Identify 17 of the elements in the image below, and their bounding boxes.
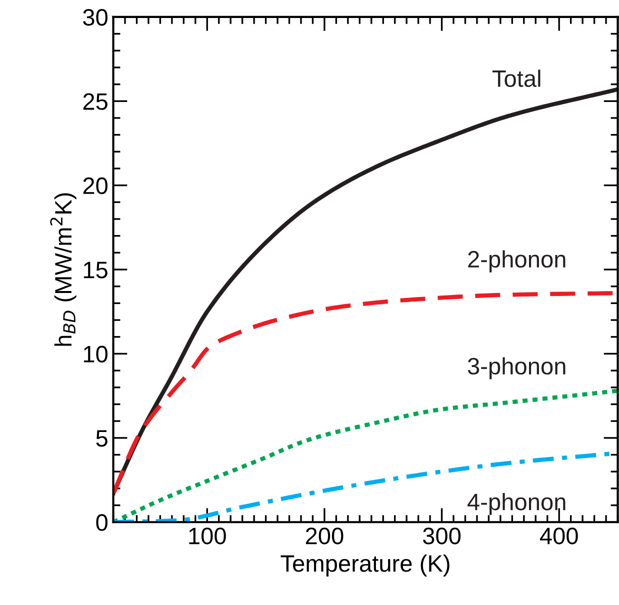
series-label: 4-phonon xyxy=(468,492,566,515)
y-tick-label: 25 xyxy=(83,93,108,110)
y-axis-title: h$_{BD}$ (MW/m$^{2}$K) xyxy=(50,193,76,346)
series-label: 3-phonon xyxy=(468,357,566,380)
series-label: 2-phonon xyxy=(468,250,566,272)
x-axis-title: Temperature (K) xyxy=(280,554,450,577)
y-tick-label: 10 xyxy=(84,346,108,363)
y-tick-label: 0 xyxy=(96,514,108,531)
x-tick-label: 300 xyxy=(422,528,461,544)
x-tick-label: 400 xyxy=(540,528,578,544)
y-tick-label: 30 xyxy=(83,9,108,26)
y-tick-label: 5 xyxy=(96,430,108,447)
x-tick-label: 100 xyxy=(189,528,226,544)
y-tick-label: 15 xyxy=(84,262,108,278)
series-label: Total xyxy=(492,70,540,88)
y-tick-label: 20 xyxy=(83,177,108,194)
x-tick-label: 200 xyxy=(306,528,344,544)
